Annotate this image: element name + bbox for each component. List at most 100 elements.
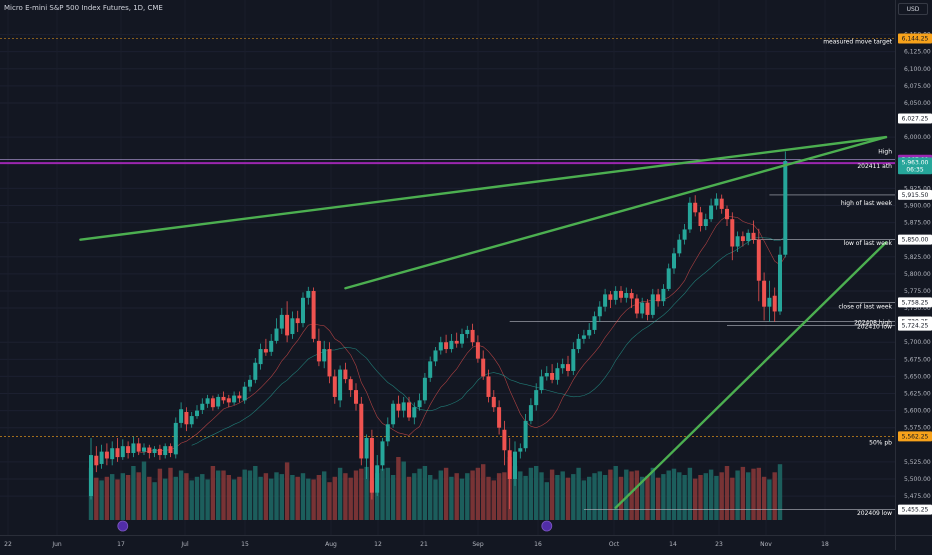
annotation-label: 202409 low	[857, 510, 892, 517]
volume-bar	[735, 470, 740, 520]
y-tick-label: 6,050.00	[904, 100, 931, 107]
candle-body	[587, 329, 592, 336]
volume-bar	[269, 478, 274, 520]
volume-bar	[571, 474, 576, 520]
candle-body	[226, 398, 231, 403]
volume-bar	[730, 477, 735, 520]
candle-body	[619, 290, 623, 298]
volume-bar	[682, 475, 687, 520]
volume-bar	[337, 467, 343, 520]
volume-bar	[640, 476, 645, 520]
candle-body	[380, 441, 385, 466]
candle-body	[311, 290, 316, 339]
candle-body	[396, 403, 401, 411]
candle-body	[783, 161, 788, 255]
volume-bar	[428, 475, 433, 520]
volume-bar	[279, 474, 284, 520]
candle-body	[120, 446, 125, 458]
candle-body	[693, 202, 698, 213]
y-tick-label: 5,500.00	[904, 476, 931, 483]
trendlines	[79, 135, 888, 509]
y-tick-label: 5,600.00	[904, 408, 931, 415]
chart-area[interactable]: measured move target High 202411 ath high o…	[0, 0, 895, 535]
annotation-label: 202411 ath	[857, 163, 892, 170]
candlestick-chart[interactable]: measured move target High 202411 ath high o…	[0, 0, 895, 535]
price-tag	[898, 320, 932, 331]
event-marker-icon	[541, 520, 553, 532]
time-axis[interactable]: 22 Jun 17 Jul 15 Aug 12 21 Sep 16 Oct 14 23 Nov 18	[0, 535, 895, 550]
candle-body	[142, 447, 146, 452]
y-tick-label: 5,700.00	[904, 339, 931, 346]
x-tick-label: 17	[117, 541, 125, 548]
candle-body	[375, 465, 380, 493]
candle-body	[438, 342, 443, 351]
volume-bar	[470, 470, 475, 520]
y-tick-label: 5,800.00	[904, 271, 931, 278]
annotation-label: measured move target	[823, 38, 892, 45]
annotation-label: High	[878, 148, 892, 155]
candle-body	[295, 318, 300, 324]
volume-bar	[581, 480, 587, 520]
price-axis[interactable]: 6,150.006,125.006,100.006,075.006,050.00…	[895, 0, 932, 535]
x-tick-label: 22	[4, 541, 12, 548]
currency-button[interactable]: USD	[898, 3, 928, 15]
candle-body	[200, 403, 205, 410]
candle-body	[703, 219, 708, 227]
price-tag	[898, 189, 932, 200]
y-tick-label: 5,675.00	[904, 356, 931, 363]
volume-bar	[163, 478, 168, 520]
volume-bar	[661, 474, 666, 520]
candle-body	[301, 297, 305, 324]
candle-body	[189, 416, 194, 425]
volume-bar	[141, 461, 147, 520]
price-tag	[898, 164, 932, 175]
volume-bars	[88, 457, 783, 520]
volume-bar	[231, 479, 237, 520]
candle-body	[242, 386, 247, 401]
candle-body	[184, 411, 189, 425]
candle-body	[332, 376, 337, 397]
candle-body	[634, 298, 639, 314]
candle-body	[502, 429, 507, 451]
volume-bar	[502, 472, 507, 520]
candle-body	[608, 294, 613, 300]
candle-body	[507, 450, 512, 479]
event-markers	[117, 520, 553, 532]
candle-body	[407, 402, 411, 418]
annotation-label: low of last week	[844, 240, 893, 247]
volume-bar	[746, 472, 751, 520]
volume-bar	[110, 474, 115, 520]
candle-body	[444, 342, 449, 350]
candle-body	[205, 398, 210, 404]
volume-bar	[168, 467, 173, 520]
candle-body	[465, 329, 470, 335]
volume-bar	[380, 468, 385, 520]
volume-bar	[549, 469, 555, 520]
price-tag-label: 5,562.25	[902, 433, 929, 440]
candle-body	[629, 293, 634, 299]
y-tick-label: 6,125.00	[904, 49, 931, 56]
candle-body	[571, 349, 576, 371]
volume-bar	[369, 480, 375, 520]
x-tick-label: 21	[420, 541, 428, 548]
volume-bar	[438, 470, 443, 520]
candle-body	[237, 395, 242, 399]
volume-bar	[316, 475, 322, 520]
volume-bar	[263, 473, 269, 520]
candle-body	[603, 294, 608, 307]
volume-bar	[274, 472, 279, 520]
volume-bar	[99, 480, 104, 520]
axis-corner	[895, 535, 932, 550]
x-tick-label: 16	[534, 541, 542, 548]
candle-body	[544, 373, 549, 377]
volume-bar	[136, 472, 141, 520]
candles	[89, 151, 788, 510]
volume-bar	[777, 464, 783, 520]
volume-bar	[650, 467, 655, 520]
candle-body	[110, 448, 115, 460]
candle-body	[89, 455, 93, 497]
volume-bar	[184, 473, 189, 520]
price-tag	[898, 33, 932, 44]
y-tick-label: 6,100.00	[904, 66, 931, 73]
candle-body	[354, 390, 358, 404]
